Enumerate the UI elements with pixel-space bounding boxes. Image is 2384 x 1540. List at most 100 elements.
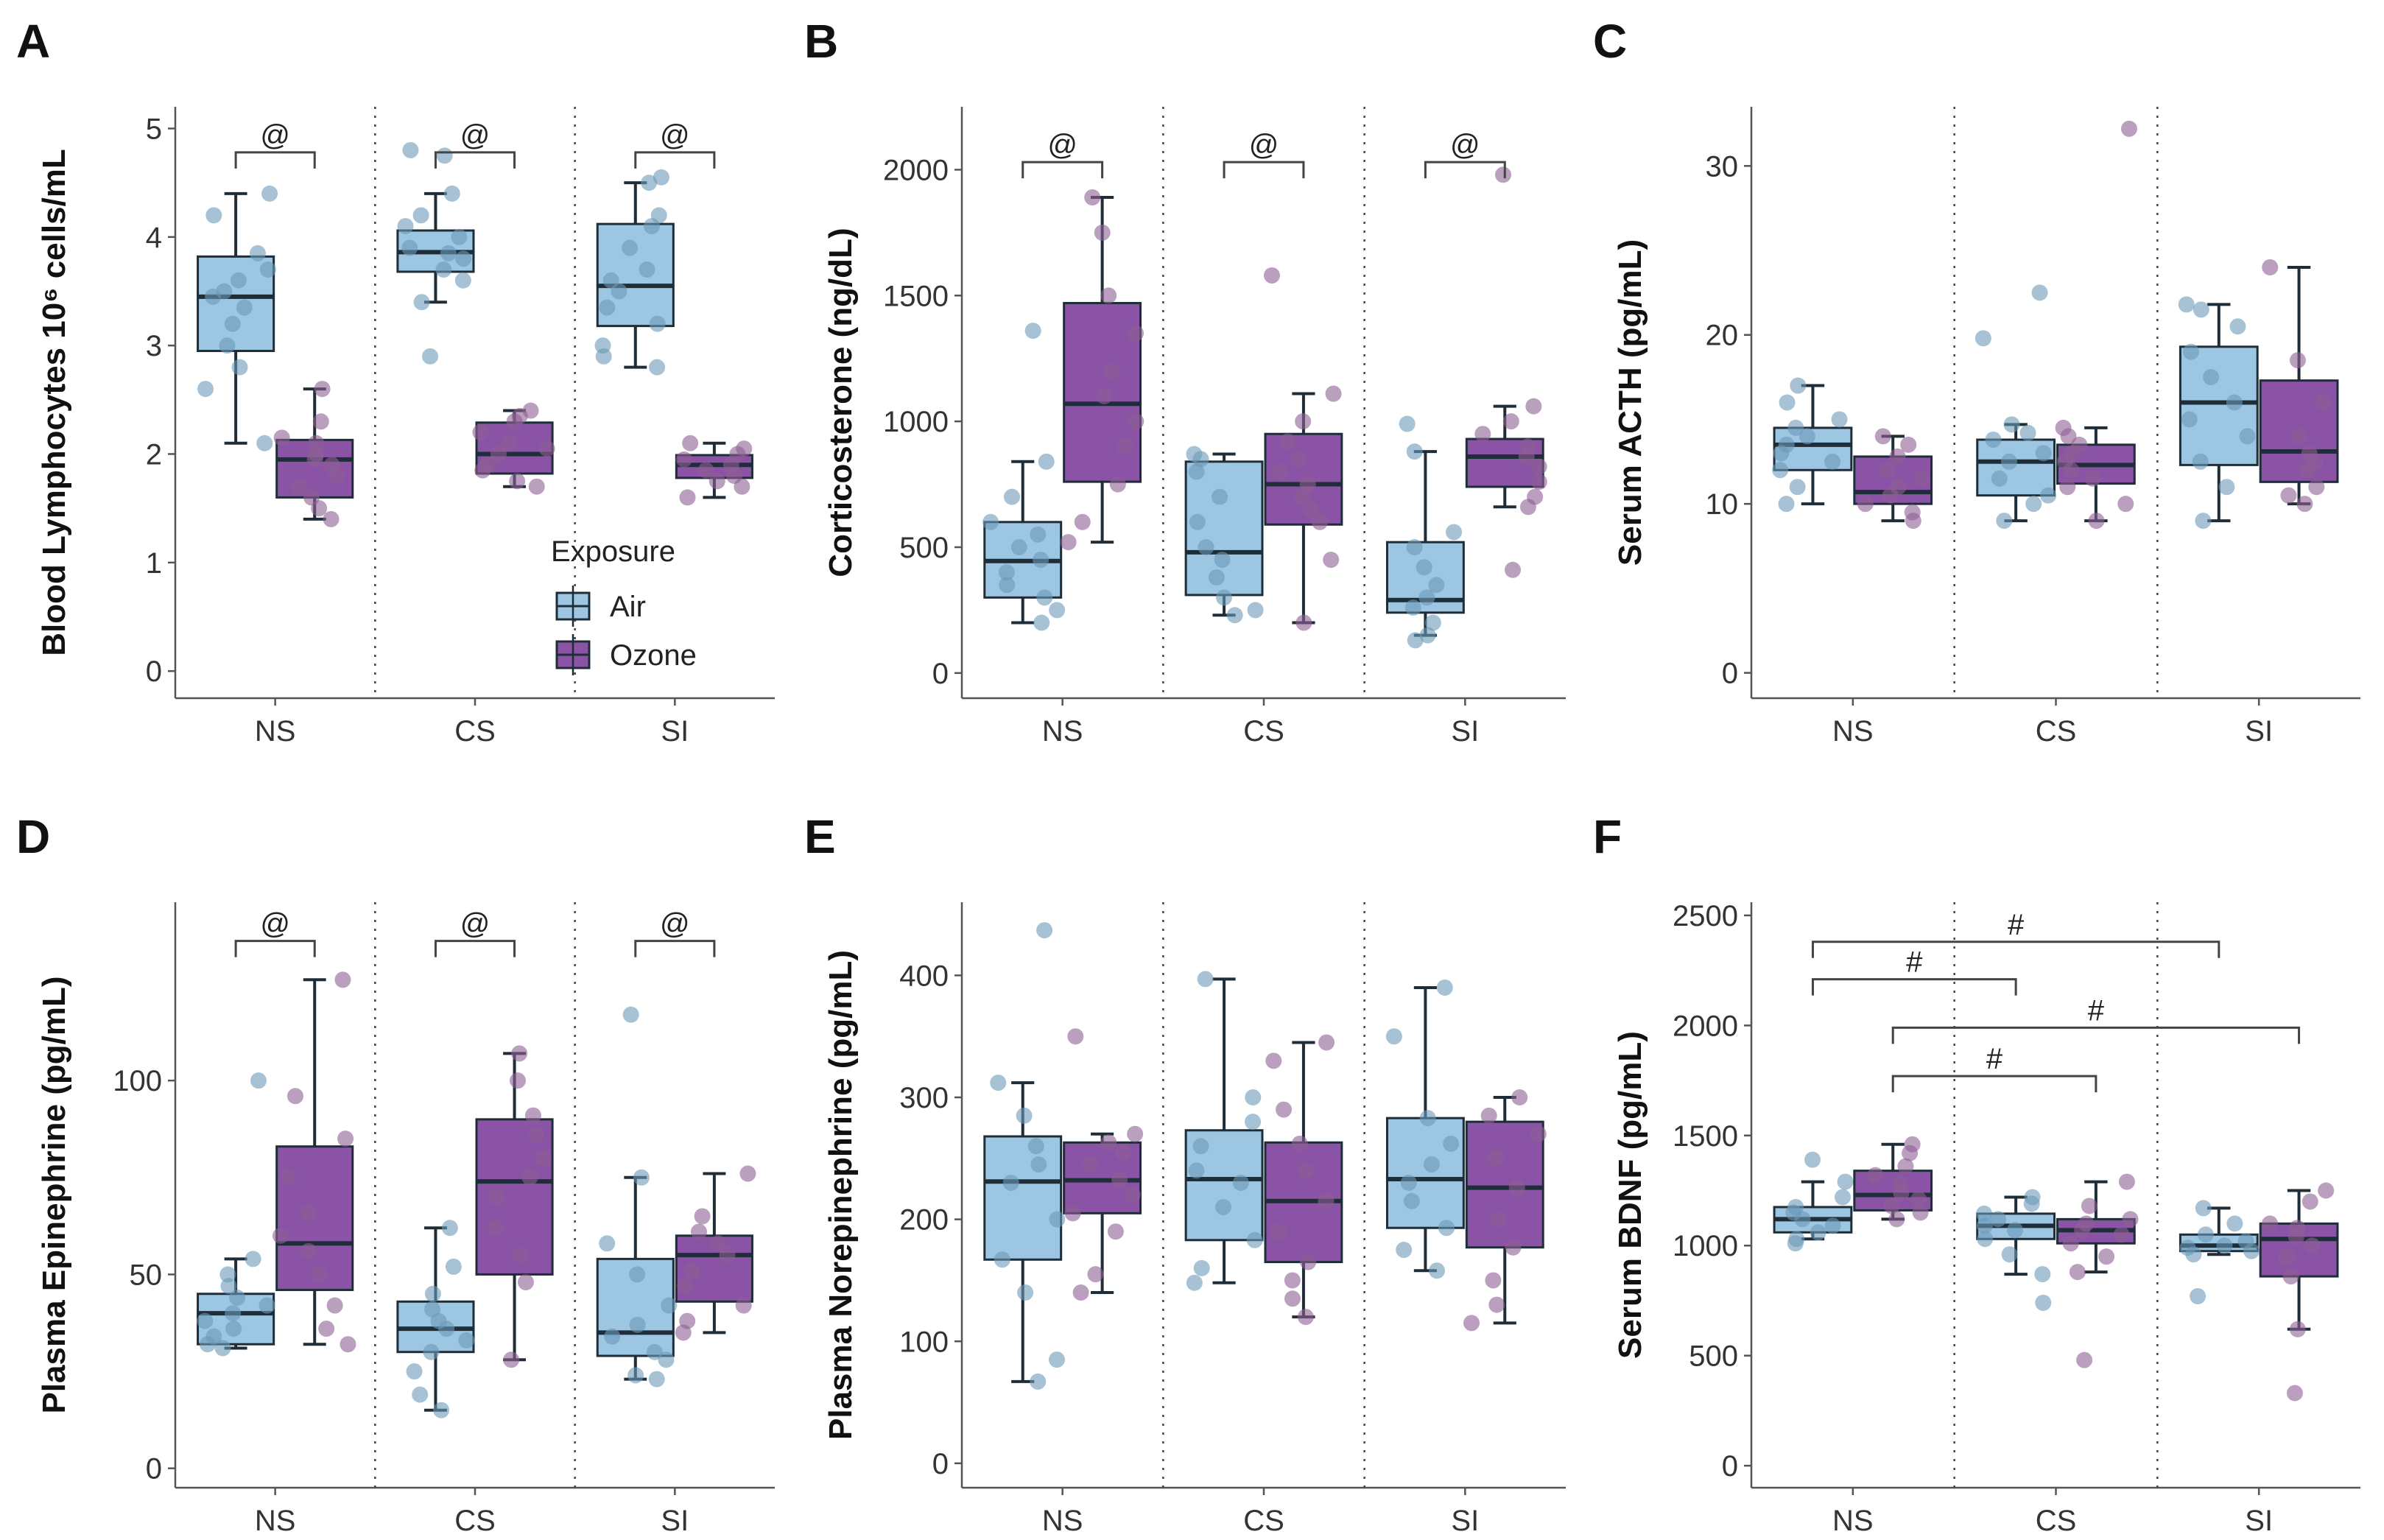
data-point — [1049, 1351, 1066, 1368]
data-point — [1186, 1274, 1203, 1291]
data-point — [2301, 445, 2318, 462]
data-point — [1193, 1259, 1210, 1276]
data-point — [1325, 385, 1342, 402]
data-point — [2195, 513, 2212, 530]
data-point — [1416, 559, 1432, 576]
data-point — [599, 299, 616, 316]
data-point — [1912, 1204, 1929, 1221]
data-point — [1100, 287, 1117, 304]
data-point — [1890, 479, 1907, 496]
significance-bracket — [1811, 978, 2017, 996]
x-tick-label: CS — [1243, 1505, 1284, 1537]
data-point — [445, 1258, 462, 1275]
x-tick-label: NS — [1832, 1505, 1874, 1537]
data-point — [337, 1131, 354, 1147]
box-air — [1385, 1117, 1465, 1229]
data-point — [279, 1169, 296, 1186]
data-point — [719, 1247, 736, 1264]
data-point — [1072, 1284, 1089, 1301]
data-point — [1438, 1220, 1455, 1237]
significance-label: @ — [260, 119, 290, 152]
data-point — [1406, 538, 1423, 555]
data-point — [1030, 526, 1047, 543]
data-point — [2289, 1321, 2306, 1337]
data-point — [490, 446, 507, 463]
data-point — [1276, 1101, 1293, 1118]
data-point — [1060, 534, 1077, 551]
data-point — [1017, 1284, 1034, 1301]
data-point — [1788, 1231, 1805, 1248]
data-point — [1197, 971, 1214, 988]
data-point — [2035, 1294, 2052, 1311]
data-point — [479, 457, 496, 474]
data-point — [2193, 301, 2209, 318]
data-point — [219, 337, 236, 354]
data-point — [312, 413, 329, 430]
data-point — [527, 1126, 544, 1143]
data-point — [303, 489, 320, 506]
x-tick-label: SI — [661, 715, 689, 748]
data-point — [1837, 1173, 1854, 1190]
data-point — [2113, 1226, 2130, 1243]
data-point — [510, 1072, 527, 1089]
data-point — [1049, 602, 1066, 619]
data-point — [261, 185, 278, 202]
data-point — [2069, 1264, 2086, 1281]
data-point — [1245, 1089, 1262, 1105]
data-point — [300, 1242, 317, 1259]
data-point — [1291, 1135, 1308, 1152]
data-point — [629, 1266, 646, 1283]
data-point — [1996, 513, 2013, 530]
data-point — [2302, 1193, 2318, 1210]
data-point — [2239, 428, 2256, 445]
significance-label: @ — [1249, 129, 1279, 161]
data-point — [2282, 1268, 2299, 1285]
data-point — [708, 473, 725, 490]
y-tick-label: 0 — [932, 658, 949, 690]
data-point — [1111, 1172, 1128, 1189]
data-point — [2181, 411, 2198, 428]
data-point — [501, 435, 518, 451]
data-point — [1049, 1211, 1066, 1228]
data-point — [1198, 538, 1214, 555]
data-point — [1787, 419, 1804, 436]
significance-label: # — [2088, 994, 2105, 1027]
data-point — [2024, 1189, 2041, 1206]
data-point — [1488, 1296, 1505, 1313]
data-point — [2179, 1240, 2196, 1256]
data-point — [675, 451, 692, 468]
data-point — [677, 1278, 694, 1295]
data-point — [1192, 1138, 1209, 1155]
data-point — [424, 1301, 441, 1318]
data-point — [249, 245, 266, 261]
data-point — [1385, 1028, 1402, 1045]
data-point — [1436, 979, 1453, 996]
data-point — [521, 1169, 538, 1186]
significance-bracket — [434, 940, 516, 957]
data-point — [259, 1297, 275, 1314]
data-point — [488, 1220, 504, 1237]
data-point — [1494, 166, 1511, 183]
data-point — [406, 1363, 423, 1380]
data-point — [1525, 398, 1542, 415]
data-point — [2296, 496, 2313, 513]
data-point — [291, 478, 308, 495]
x-tick-label: SI — [661, 1505, 689, 1537]
data-point — [2006, 1222, 2023, 1239]
data-point — [683, 1262, 700, 1279]
x-tick-label: NS — [1832, 715, 1874, 748]
legend-label-air: Air — [610, 591, 646, 623]
data-point — [528, 478, 545, 495]
data-point — [2001, 1246, 2018, 1263]
data-point — [1505, 1239, 1522, 1256]
significance-bracket — [1022, 161, 1104, 179]
data-point — [682, 435, 699, 451]
data-point — [522, 402, 539, 419]
data-point — [2076, 1351, 2093, 1368]
data-point — [1094, 224, 1111, 241]
x-tick-label: CS — [2036, 715, 2077, 748]
data-point — [1406, 443, 1423, 460]
data-point — [639, 261, 655, 278]
data-point — [2122, 1211, 2139, 1228]
